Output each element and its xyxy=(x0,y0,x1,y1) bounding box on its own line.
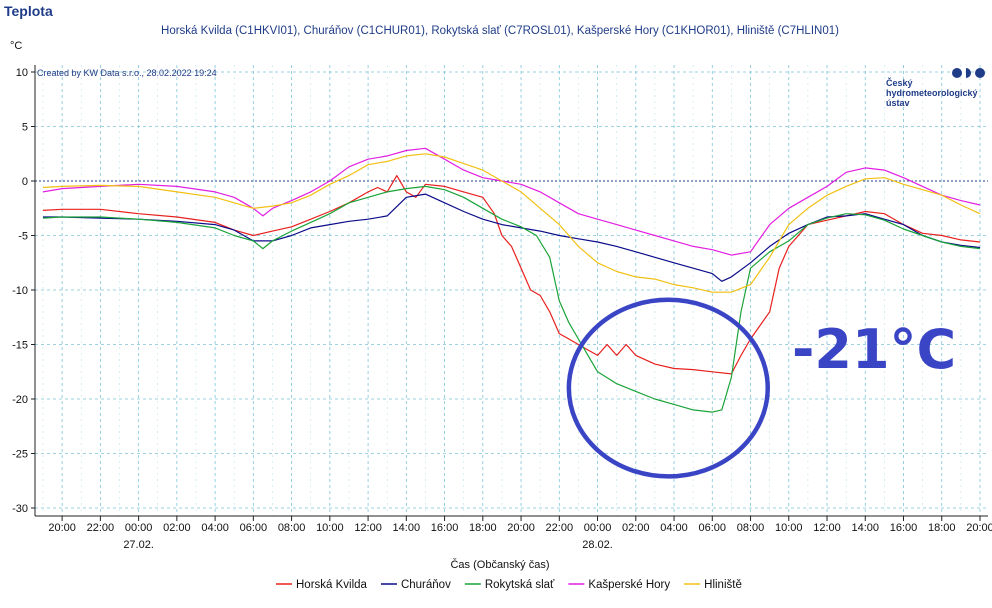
x-axis-label: Čas (Občanský čas) xyxy=(450,558,549,571)
x-tick-label: 00:00 xyxy=(584,522,612,534)
legend-label: Kašperské Hory xyxy=(588,579,670,591)
logo-dot-icon xyxy=(975,68,985,78)
series-lines xyxy=(42,147,981,413)
chmi-logo: Český hydrometeorologický ústav xyxy=(886,68,985,108)
x-tick-label: 10:00 xyxy=(316,522,344,534)
x-tick-label: 18:00 xyxy=(469,522,497,534)
x-tick-label: 02:00 xyxy=(622,522,650,534)
x-tick-label: 12:00 xyxy=(354,522,382,534)
x-tick-label: 04:00 xyxy=(201,522,229,534)
grid-lines xyxy=(35,65,988,516)
x-tick-label: 16:00 xyxy=(890,522,918,534)
y-axis-label: °C xyxy=(10,40,22,52)
y-ticks: 10 5 0 -5 -10 -15 -20 -25 -30 xyxy=(12,67,35,515)
legend-label: Horská Kvilda xyxy=(296,579,368,591)
x-tick-label: 22:00 xyxy=(87,522,115,534)
y-tick-label: -5 xyxy=(18,231,28,243)
legend: Horská Kvilda Churáňov Rokytská slať Kašper… xyxy=(276,579,742,591)
logo-dot-icon xyxy=(952,68,962,78)
x-tick-label: 12:00 xyxy=(813,522,841,534)
y-tick-label: -10 xyxy=(12,285,28,297)
logo-line-3: ústav xyxy=(886,98,910,108)
x-tick-label: 14:00 xyxy=(851,522,879,534)
y-tick-label: -30 xyxy=(12,503,28,515)
x-tick-label: 06:00 xyxy=(699,522,727,534)
y-tick-label: -20 xyxy=(12,394,28,406)
logo-line-2: hydrometeorologický xyxy=(886,88,978,98)
x-date-label: 28.02. xyxy=(582,539,613,551)
x-tick-label: 02:00 xyxy=(163,522,191,534)
logo-line-1: Český xyxy=(886,77,913,88)
y-tick-label: 10 xyxy=(16,67,28,79)
series-line xyxy=(42,147,981,256)
legend-label: Rokytská slať xyxy=(485,579,555,591)
annotation-text: -21°C xyxy=(792,318,956,381)
x-tick-label: 20:00 xyxy=(48,522,76,534)
logo-half-dot-icon xyxy=(966,68,971,78)
series-line xyxy=(42,185,981,413)
x-tick-label: 20:00 xyxy=(966,522,992,534)
y-tick-label: -25 xyxy=(12,449,28,461)
x-tick-label: 00:00 xyxy=(125,522,153,534)
x-tick-label: 08:00 xyxy=(278,522,306,534)
series-line xyxy=(42,175,981,375)
x-tick-label: 18:00 xyxy=(928,522,956,534)
legend-label: Churáňov xyxy=(401,579,451,591)
chart-subtitle: Horská Kvilda (C1HKVI01), Churáňov (C1CH… xyxy=(161,25,839,37)
y-tick-label: 5 xyxy=(22,122,28,134)
plot-background xyxy=(35,65,988,516)
series-line xyxy=(42,153,981,293)
x-tick-label: 14:00 xyxy=(393,522,421,534)
x-ticks: 20:00 22:00 00:00 02:00 04:00 06:00 08:00 10:00… xyxy=(48,516,992,551)
x-tick-label: 08:00 xyxy=(737,522,765,534)
annotation-circle xyxy=(566,297,770,479)
x-tick-label: 22:00 xyxy=(546,522,574,534)
credit-text: Created by KW Data s.r.o., 28.02.2022 19… xyxy=(37,68,217,78)
x-tick-label: 10:00 xyxy=(775,522,803,534)
x-date-label: 27.02. xyxy=(123,539,154,551)
y-tick-label: 0 xyxy=(22,176,28,188)
x-tick-label: 06:00 xyxy=(240,522,268,534)
x-tick-label: 20:00 xyxy=(507,522,535,534)
y-tick-label: -15 xyxy=(12,340,28,352)
chart-title: Teplota xyxy=(4,3,53,19)
legend-label: Hliniště xyxy=(704,579,742,591)
x-tick-label: 04:00 xyxy=(660,522,688,534)
plot-area xyxy=(35,65,988,516)
x-tick-label: 16:00 xyxy=(431,522,459,534)
